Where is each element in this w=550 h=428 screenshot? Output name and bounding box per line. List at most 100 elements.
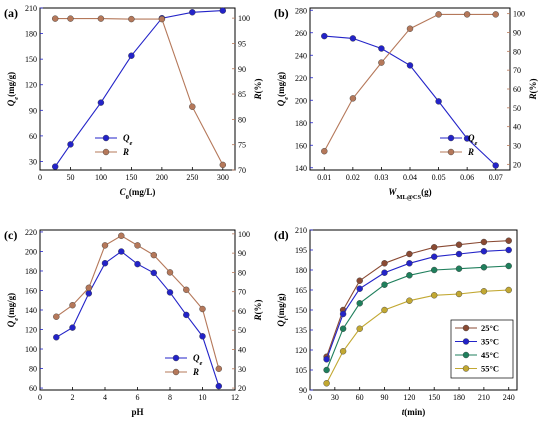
y-tick-label: 135 (295, 326, 307, 335)
data-point-Qe (85, 290, 93, 297)
y-axis-title: Qe(mg/g) (276, 72, 290, 106)
y2-tick-label: 70 (238, 166, 246, 175)
y2-tick-label: 80 (513, 47, 521, 56)
data-point-Qe (101, 260, 109, 267)
y2-tick-label: 60 (513, 85, 521, 94)
data-point-55°C (480, 288, 488, 295)
data-point-55°C (323, 380, 330, 387)
y2-tick-label: 90 (238, 249, 246, 258)
x-tick-label: 0 (38, 173, 42, 182)
legend-marker (447, 148, 455, 156)
data-point-55°C (431, 292, 438, 299)
data-point-Qe (150, 269, 158, 277)
series-line-Qe (54, 10, 223, 167)
y-tick-label: 220 (295, 74, 307, 83)
y-tick-label: 160 (295, 141, 307, 150)
data-point-45°C (480, 264, 488, 271)
data-point-R (219, 161, 227, 169)
x-tick-label: 240 (503, 393, 515, 402)
legend-marker (447, 134, 455, 142)
y-tick-label: 180 (25, 267, 37, 276)
x-tick-label: 8 (168, 393, 172, 402)
data-point-Qe (67, 141, 74, 148)
plot-frame (39, 7, 236, 171)
data-point-55°C (406, 297, 413, 304)
data-point-35°C (455, 250, 463, 258)
y-tick-label: 150 (295, 306, 307, 315)
y2-tick-label: 30 (513, 142, 521, 151)
y-tick-label: 120 (295, 346, 307, 355)
x-tick-label: 100 (95, 173, 107, 182)
data-point-35°C (323, 356, 330, 363)
data-point-R (189, 103, 196, 110)
legend-marker (462, 338, 470, 345)
data-point-Qe (349, 35, 357, 42)
data-point-35°C (356, 285, 363, 292)
legend-label: 35°C (481, 337, 499, 347)
data-point-25°C (455, 241, 463, 248)
data-point-R (349, 95, 357, 102)
y-tick-label: 240 (295, 51, 307, 60)
data-point-Qe (53, 334, 60, 341)
x-tick-label: 4 (103, 393, 107, 402)
legend-marker (172, 368, 180, 376)
y-tick-label: 200 (295, 96, 307, 105)
y2-tick-label: 60 (238, 307, 246, 316)
x-tick-label: 180 (453, 393, 465, 402)
data-point-R (492, 11, 499, 18)
data-point-Qe (219, 7, 227, 14)
data-point-35°C (480, 248, 488, 255)
data-point-Qe (134, 260, 141, 268)
data-point-R (158, 15, 166, 23)
legend-marker (102, 134, 110, 142)
y-tick-label: 195 (295, 246, 307, 255)
y-tick-label: 120 (25, 326, 37, 335)
data-point-45°C (406, 272, 413, 279)
data-point-Qe (463, 135, 471, 142)
data-point-R (118, 232, 125, 240)
y-tick-label: 140 (295, 164, 307, 173)
x-tick-label: 150 (428, 393, 440, 402)
y2-tick-label: 70 (513, 66, 521, 75)
panel-a: (a) 0 50 100 150 200 250 300 30 60 90 120 150 180 210 7… (4, 4, 263, 201)
y-tick-label: 150 (25, 55, 37, 64)
data-point-55°C (356, 325, 363, 332)
panel-b: (b) 0.01 0.02 0.03 0.04 0.05 0.06 0.07 140 160 180… (274, 6, 538, 201)
data-point-Qe (166, 289, 174, 296)
x-tick-label: 60 (356, 393, 364, 402)
legend-label: R (467, 147, 474, 157)
data-point-45°C (323, 366, 330, 374)
data-point-45°C (339, 325, 347, 332)
data-point-55°C (455, 290, 463, 298)
y2-axis-title: R(%) (253, 299, 263, 321)
y-tick-label: 210 (25, 4, 37, 13)
data-point-Qe (183, 311, 190, 319)
data-point-Qe (321, 32, 328, 40)
data-point-R (53, 313, 60, 320)
y2-tick-label: 85 (238, 90, 246, 99)
y-tick-label: 260 (295, 29, 307, 38)
y2-tick-label: 75 (238, 141, 246, 150)
x-tick-label: 0.07 (489, 173, 503, 182)
x-axis-title: t(min) (402, 407, 426, 417)
data-point-Qe (118, 248, 125, 255)
data-point-45°C (381, 281, 388, 288)
y-tick-label: 120 (25, 81, 37, 90)
legend-label: R (192, 367, 199, 377)
y2-tick-label: 80 (238, 268, 246, 277)
y-tick-label: 280 (295, 6, 307, 15)
panel-label: (d) (274, 228, 289, 242)
legend-marker (102, 148, 110, 156)
legend-marker (172, 354, 180, 362)
data-point-R (406, 25, 414, 32)
series-line-Qe (56, 250, 220, 387)
data-point-55°C (339, 348, 347, 355)
y-axis-title: Qe(mg/g) (6, 72, 20, 106)
y2-tick-label: 30 (238, 365, 246, 374)
data-point-55°C (381, 306, 388, 314)
data-point-R (166, 269, 174, 276)
legend: QeR (95, 133, 133, 157)
y2-tick-label: 40 (238, 346, 246, 355)
y2-tick-label: 20 (513, 160, 521, 169)
legend-label: 55°C (481, 364, 499, 374)
